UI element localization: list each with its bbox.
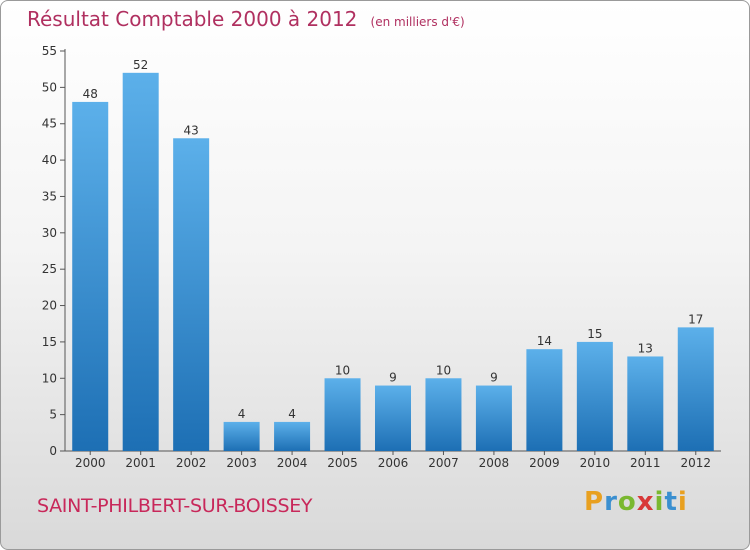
chart-bars bbox=[72, 72, 714, 452]
bar-2005 bbox=[324, 378, 361, 451]
chart-title-text: Résultat Comptable 2000 à 2012 bbox=[27, 7, 358, 31]
data-label: 4 bbox=[288, 407, 296, 421]
x-tick-label: 2000 bbox=[75, 456, 106, 470]
logo-letter: t bbox=[664, 487, 678, 517]
x-tick-label: 2008 bbox=[479, 456, 510, 470]
data-label: 15 bbox=[587, 327, 602, 341]
data-label: 9 bbox=[490, 371, 498, 385]
data-label: 17 bbox=[688, 312, 703, 326]
bar-2011 bbox=[627, 356, 664, 451]
data-label: 43 bbox=[184, 123, 199, 137]
bar-2009 bbox=[526, 349, 563, 451]
proxiti-logo[interactable]: Proxiti bbox=[584, 487, 688, 517]
logo-letter: r bbox=[604, 487, 618, 517]
x-tick-label: 2002 bbox=[176, 456, 207, 470]
y-tick-label: 5 bbox=[49, 408, 57, 422]
y-tick-label: 40 bbox=[42, 153, 57, 167]
data-label: 48 bbox=[83, 87, 98, 101]
x-tick-label: 2005 bbox=[327, 456, 358, 470]
bar-2001 bbox=[122, 72, 159, 452]
logo-letter: i bbox=[677, 487, 688, 517]
data-label: 4 bbox=[238, 407, 246, 421]
data-label: 14 bbox=[537, 334, 552, 348]
data-label: 9 bbox=[389, 371, 397, 385]
bar-2004 bbox=[274, 421, 311, 451]
chart-axes: 0 5 10 15 20 25 30 35 40 45 50 55 bbox=[42, 44, 721, 458]
y-tick-label: 10 bbox=[42, 371, 57, 385]
y-tick-label: 0 bbox=[49, 444, 57, 458]
x-tick-label: 2012 bbox=[680, 456, 711, 470]
bar-2007 bbox=[425, 378, 462, 451]
data-label: 10 bbox=[335, 363, 350, 377]
x-tick-label: 2007 bbox=[428, 456, 459, 470]
x-tick-label: 2009 bbox=[529, 456, 560, 470]
logo-letter: o bbox=[617, 487, 637, 517]
y-tick-label: 15 bbox=[42, 335, 57, 349]
chart-title: Résultat Comptable 2000 à 2012 (en milli… bbox=[27, 7, 465, 31]
chart-labels: 2000 48 2001 52 2002 43 2003 4 2004 4 2005 10 2006 9 2… bbox=[75, 58, 711, 470]
bar-2003 bbox=[223, 421, 260, 451]
x-tick-label: 2011 bbox=[630, 456, 661, 470]
bar-2008 bbox=[475, 385, 512, 451]
bar-2010 bbox=[576, 341, 613, 451]
data-label: 10 bbox=[436, 363, 451, 377]
data-label: 13 bbox=[638, 341, 653, 355]
y-tick-label: 35 bbox=[42, 189, 57, 203]
bar-2002 bbox=[173, 138, 210, 452]
y-tick-label: 50 bbox=[42, 80, 57, 94]
data-label: 52 bbox=[133, 58, 148, 72]
x-tick-label: 2001 bbox=[125, 456, 156, 470]
y-tick-label: 55 bbox=[42, 44, 57, 58]
x-tick-label: 2003 bbox=[226, 456, 257, 470]
x-tick-label: 2006 bbox=[378, 456, 409, 470]
y-tick-label: 45 bbox=[42, 117, 57, 131]
logo-letter: P bbox=[584, 487, 605, 517]
y-tick-label: 20 bbox=[42, 299, 57, 313]
y-tick-label: 25 bbox=[42, 262, 57, 276]
bar-2006 bbox=[375, 385, 411, 451]
logo-letter: i bbox=[654, 487, 665, 517]
logo-letter: x bbox=[636, 487, 655, 517]
chart-subtitle: (en milliers d'€) bbox=[370, 15, 465, 29]
city-name: SAINT-PHILBERT-SUR-BOISSEY bbox=[37, 495, 313, 517]
bar-2012 bbox=[677, 327, 714, 451]
y-tick-label: 30 bbox=[42, 226, 57, 240]
x-tick-label: 2004 bbox=[277, 456, 308, 470]
x-tick-label: 2010 bbox=[580, 456, 611, 470]
bar-2000 bbox=[72, 101, 109, 451]
